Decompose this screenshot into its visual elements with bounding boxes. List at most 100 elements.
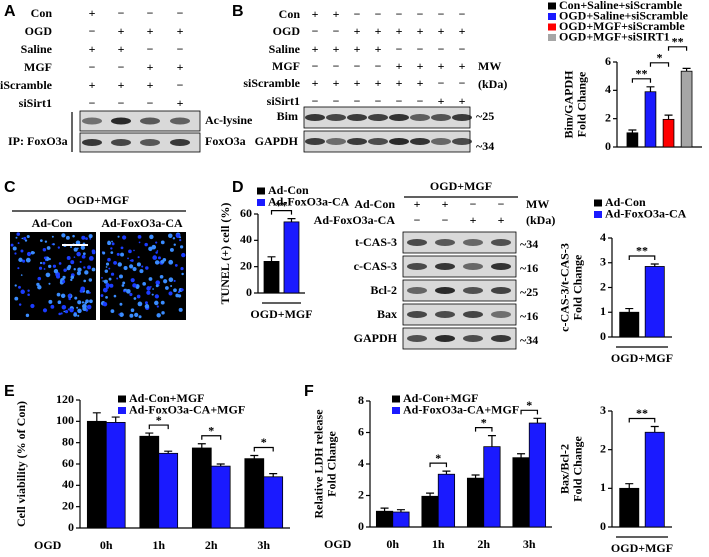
sign: +	[375, 42, 382, 56]
y-tick-label: 0	[246, 285, 252, 299]
cell-nucleus	[65, 235, 70, 240]
legend-swatch	[548, 2, 556, 10]
row-label: siSirt1	[19, 96, 52, 110]
cell-nucleus	[168, 233, 173, 238]
error-bar	[625, 307, 634, 313]
blot-band	[435, 263, 455, 270]
sign: −	[459, 76, 466, 90]
cell-nucleus	[39, 261, 43, 265]
sign: −	[396, 42, 403, 56]
significance-bracket	[649, 62, 670, 67]
cell-nucleus	[84, 301, 88, 305]
cell-nucleus	[168, 259, 174, 265]
cell-nucleus	[179, 239, 182, 242]
cell-nucleus	[68, 297, 71, 301]
blot-band	[452, 114, 472, 121]
bar	[263, 476, 284, 529]
cell-nucleus	[22, 259, 26, 263]
cell-nucleus	[75, 240, 81, 246]
error-bar	[628, 129, 637, 133]
row-label: siSirt1	[267, 94, 300, 108]
sign: +	[89, 6, 96, 20]
cell-nucleus	[69, 308, 74, 313]
legend-swatch	[257, 199, 265, 206]
cell-nucleus	[64, 310, 69, 314]
y-axis-label: c-CAS-3/t-CAS-3	[557, 243, 571, 332]
sign: −	[396, 94, 403, 108]
cell-nucleus	[130, 259, 134, 262]
y-axis-label: Bax/Bcl-2	[557, 444, 571, 494]
image-label: Ad-FoxO3a-CA	[101, 216, 183, 230]
cell-nucleus	[89, 299, 93, 304]
sign: +	[354, 42, 361, 56]
condition-label: OGD+MGF	[67, 193, 129, 207]
blot-band	[431, 138, 451, 145]
sign: +	[312, 7, 319, 21]
legend-swatch	[118, 395, 126, 403]
blot-band	[491, 287, 511, 294]
cell-nucleus	[72, 234, 75, 238]
sign: −	[118, 6, 125, 20]
y-axis-label: Fold Change	[570, 435, 584, 501]
sign: −	[177, 6, 184, 20]
cell-nucleus	[76, 271, 81, 276]
cell-nucleus	[88, 278, 93, 282]
cell-nucleus	[76, 251, 81, 257]
cell-nucleus	[172, 237, 176, 240]
cell-nucleus	[174, 264, 178, 267]
legend-swatch	[548, 34, 556, 41]
cell-nucleus	[80, 245, 86, 250]
x-tick-label: 1h	[152, 538, 165, 552]
cell-nucleus	[132, 283, 137, 288]
y-tick-label: 60	[240, 206, 252, 220]
cell-nucleus	[21, 237, 24, 240]
sign: −	[89, 96, 96, 110]
cell-nucleus	[23, 236, 27, 241]
cell-nucleus	[105, 295, 108, 299]
blot-label: Bax	[377, 307, 397, 321]
cell-nucleus	[119, 302, 123, 306]
cell-nucleus	[159, 274, 164, 279]
cell-nucleus	[18, 303, 22, 306]
cell-nucleus	[37, 285, 42, 290]
legend-label: OGD+MGF+siSIRT1	[559, 29, 670, 43]
cell-nucleus	[81, 235, 86, 240]
blot-band	[407, 311, 427, 318]
blot-band	[463, 287, 483, 294]
legend-label: Con+Saline+siScramble	[559, 0, 683, 12]
significance-label: *	[208, 423, 214, 437]
cell-nucleus	[81, 301, 85, 304]
mw-label: ~34	[476, 139, 494, 153]
legend-label: Ad-FoxO3a-CA	[605, 206, 687, 220]
bar	[644, 91, 657, 148]
sign: −	[312, 94, 319, 108]
x-tick-label: 1h	[432, 537, 445, 551]
cell-nucleus	[137, 301, 143, 307]
blot-band	[431, 114, 451, 121]
bar	[105, 421, 126, 529]
cell-nucleus	[117, 262, 122, 267]
legend-swatch	[594, 211, 602, 218]
condition-label: OGD+MGF	[430, 179, 492, 193]
blot-band	[407, 335, 427, 342]
cell-nucleus	[109, 283, 114, 288]
cell-nucleus	[157, 256, 161, 260]
bar	[644, 431, 665, 528]
legend-label: Ad-Con+MGF	[403, 391, 479, 405]
cell-nucleus	[181, 252, 186, 258]
cell-nucleus	[70, 275, 75, 280]
cell-nucleus	[155, 251, 158, 254]
blot-band	[140, 117, 160, 125]
sign: +	[118, 42, 125, 56]
row-label: Ad-Con	[354, 197, 395, 211]
sign: +	[177, 24, 184, 38]
significance-label: **	[276, 198, 288, 212]
cell-nucleus	[156, 250, 159, 252]
legend-label: OGD+Saline+siScramble	[559, 8, 689, 22]
cell-nucleus	[151, 293, 154, 296]
error-bar	[487, 435, 496, 447]
y-tick-label: 2	[605, 110, 611, 124]
blot-band	[347, 114, 367, 121]
y-axis-label: Fold Change	[574, 71, 588, 137]
cell-nucleus	[48, 257, 51, 261]
